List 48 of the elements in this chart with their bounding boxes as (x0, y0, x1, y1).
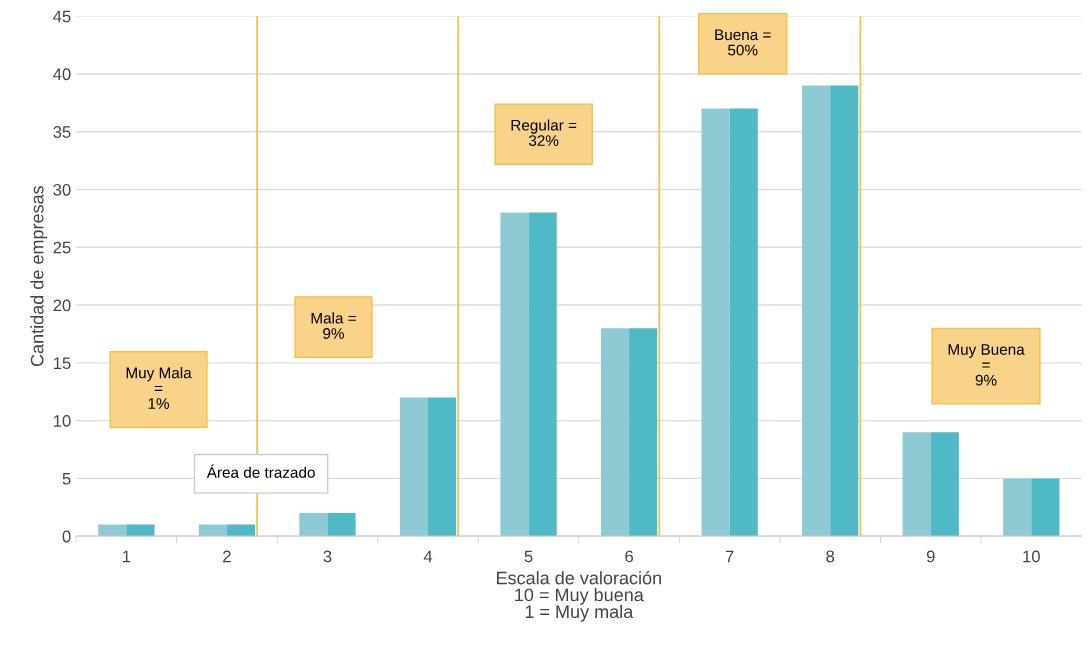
y-tick-label: 35 (53, 126, 71, 138)
y-tick-label: 30 (53, 183, 71, 196)
bar (902, 432, 931, 537)
bar (428, 397, 457, 537)
bar (528, 212, 557, 537)
annotation: Muy Mala = 1% (126, 367, 192, 409)
bar (500, 212, 529, 537)
y-axis-title: Cantidad de empresas (30, 185, 48, 367)
y-tick-label: 15 (53, 357, 71, 370)
bar (830, 85, 859, 537)
bar (802, 85, 831, 537)
bar (226, 524, 256, 537)
y-tick-label: 45 (53, 10, 71, 23)
bar (930, 432, 959, 537)
y-tick-label: 40 (53, 68, 71, 81)
annotation: Regular = 32% (511, 119, 577, 146)
x-tick-label: 5 (524, 550, 533, 563)
x-tick-label: 8 (826, 550, 835, 563)
x-tick-label: 4 (423, 550, 433, 563)
x-tick-label: 10 (1023, 550, 1040, 563)
y-tick-label: 0 (62, 530, 71, 543)
y-tick-label: 25 (53, 241, 71, 254)
annotation: Muy Buena = 9% (948, 344, 1025, 386)
x-axis-title: Escala de valoración 10 = Muy buena 1 = Muy mala (497, 570, 661, 622)
bar (1031, 478, 1060, 537)
bar (399, 397, 429, 537)
bar (729, 108, 758, 537)
annotation: Área de trazado (206, 464, 315, 478)
x-tick-label: 6 (625, 550, 633, 563)
x-tick-label: 2 (223, 550, 231, 563)
x-tick-label: 7 (725, 550, 734, 563)
bar (198, 524, 227, 537)
bar (1003, 478, 1032, 537)
bar (126, 524, 155, 537)
annotation: Mala = 9% (311, 312, 356, 339)
y-tick-label: 10 (53, 415, 71, 427)
bar (629, 328, 658, 537)
bar (600, 328, 630, 537)
y-tick-label: 5 (62, 472, 71, 485)
bar (98, 524, 127, 537)
x-tick-label: 1 (123, 550, 131, 563)
y-tick-label: 20 (53, 299, 71, 312)
x-tick-label: 3 (323, 550, 332, 563)
bar (327, 513, 356, 537)
annotation: Buena = 50% (715, 29, 771, 56)
x-tick-label: 9 (926, 550, 935, 563)
bar (701, 108, 730, 537)
bar (299, 513, 328, 537)
